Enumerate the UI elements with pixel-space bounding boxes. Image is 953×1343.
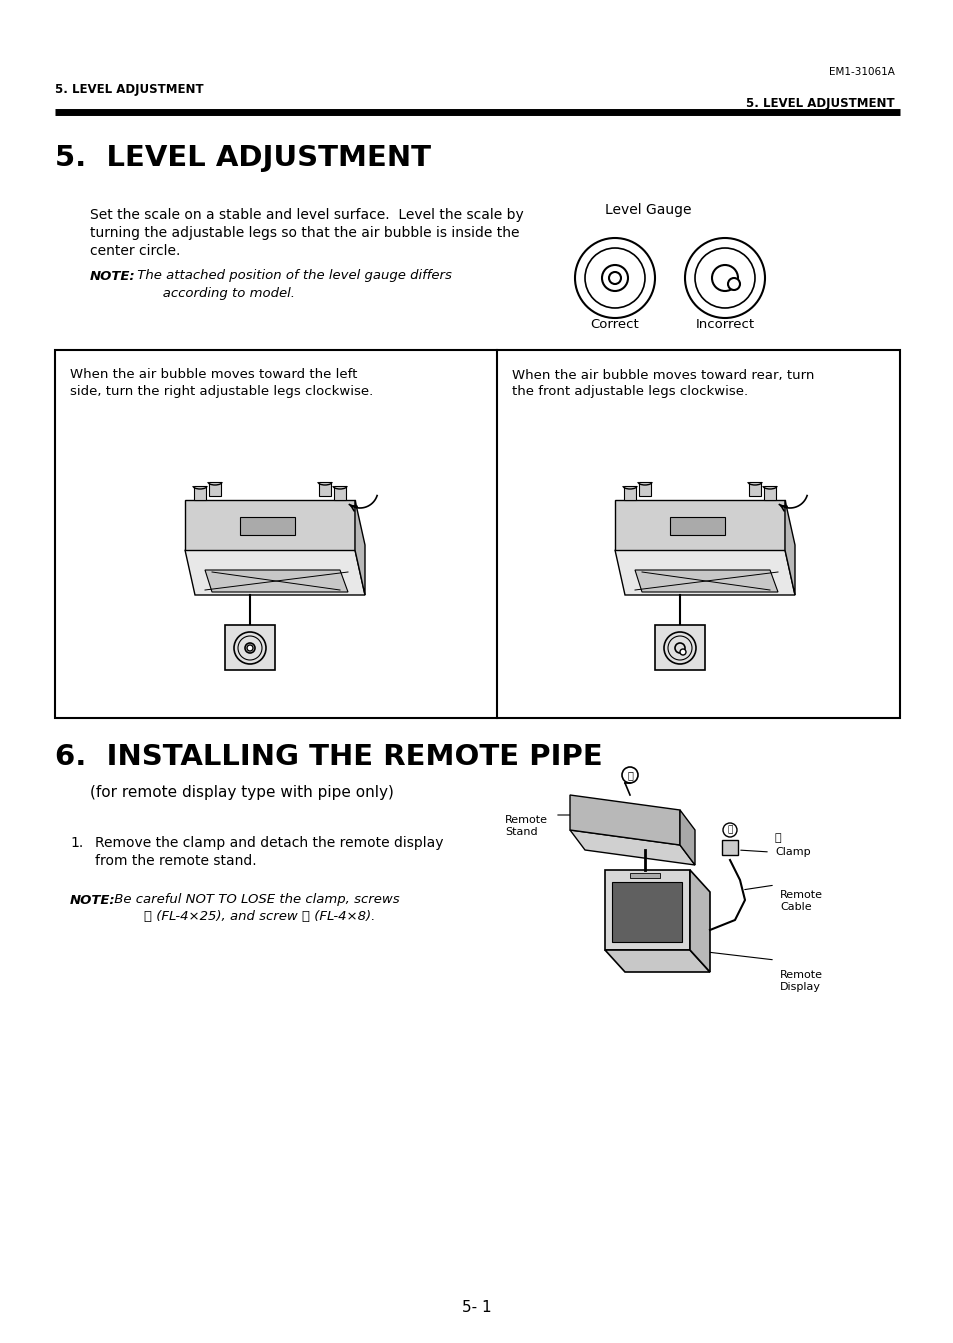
Text: according to model.: according to model. bbox=[132, 286, 294, 299]
Bar bbox=[763, 486, 775, 500]
Bar bbox=[225, 624, 274, 670]
Circle shape bbox=[247, 645, 253, 651]
Text: 5. LEVEL ADJUSTMENT: 5. LEVEL ADJUSTMENT bbox=[745, 98, 894, 110]
Text: side, turn the right adjustable legs clockwise.: side, turn the right adjustable legs clo… bbox=[70, 385, 373, 399]
Text: When the air bubble moves toward the left: When the air bubble moves toward the lef… bbox=[70, 368, 357, 381]
Polygon shape bbox=[615, 551, 794, 595]
Text: turning the adjustable legs so that the air bubble is inside the: turning the adjustable legs so that the … bbox=[90, 226, 519, 240]
Bar bbox=[240, 517, 294, 535]
Polygon shape bbox=[615, 500, 784, 551]
Text: Correct: Correct bbox=[590, 318, 639, 332]
Text: EM1-31061A: EM1-31061A bbox=[828, 67, 894, 77]
Bar bbox=[209, 482, 221, 496]
Bar bbox=[629, 873, 659, 878]
Text: NOTE:: NOTE: bbox=[70, 893, 115, 907]
Text: NOTE:: NOTE: bbox=[90, 270, 135, 282]
Text: 5. LEVEL ADJUSTMENT: 5. LEVEL ADJUSTMENT bbox=[55, 83, 203, 97]
Bar bbox=[748, 482, 760, 496]
Bar bbox=[193, 486, 206, 500]
Text: the front adjustable legs clockwise.: the front adjustable legs clockwise. bbox=[512, 385, 747, 399]
Bar bbox=[55, 351, 899, 719]
Bar bbox=[655, 624, 704, 670]
Text: 5.  LEVEL ADJUSTMENT: 5. LEVEL ADJUSTMENT bbox=[55, 144, 431, 172]
Polygon shape bbox=[355, 500, 365, 595]
Polygon shape bbox=[205, 569, 348, 592]
Polygon shape bbox=[604, 870, 689, 950]
Bar bbox=[639, 482, 650, 496]
Text: 1.: 1. bbox=[70, 835, 83, 850]
Text: When the air bubble moves toward rear, turn: When the air bubble moves toward rear, t… bbox=[512, 368, 814, 381]
Polygon shape bbox=[679, 810, 695, 865]
Text: The attached position of the level gauge differs: The attached position of the level gauge… bbox=[132, 270, 452, 282]
Text: Ⓑ: Ⓑ bbox=[774, 833, 781, 843]
Text: center circle.: center circle. bbox=[90, 244, 180, 258]
Bar bbox=[669, 517, 724, 535]
Text: Ⓑ: Ⓑ bbox=[726, 826, 732, 834]
Polygon shape bbox=[569, 830, 695, 865]
Text: Clamp: Clamp bbox=[774, 847, 810, 857]
Text: Remove the clamp and detach the remote display: Remove the clamp and detach the remote d… bbox=[95, 835, 443, 850]
Text: Remote
Display: Remote Display bbox=[780, 970, 822, 992]
Circle shape bbox=[608, 273, 620, 283]
Bar bbox=[318, 482, 331, 496]
Text: Set the scale on a stable and level surface.  Level the scale by: Set the scale on a stable and level surf… bbox=[90, 208, 523, 222]
Circle shape bbox=[727, 278, 740, 290]
Polygon shape bbox=[604, 950, 709, 972]
Polygon shape bbox=[721, 839, 738, 855]
Bar bbox=[623, 486, 636, 500]
Text: Be careful NOT TO LOSE the clamp, screws: Be careful NOT TO LOSE the clamp, screws bbox=[110, 893, 399, 907]
Text: (for remote display type with pipe only): (for remote display type with pipe only) bbox=[90, 786, 394, 800]
Text: Remote
Stand: Remote Stand bbox=[504, 815, 547, 838]
Circle shape bbox=[679, 649, 685, 655]
Text: Ⓐ (FL-4×25), and screw Ⓑ (FL-4×8).: Ⓐ (FL-4×25), and screw Ⓑ (FL-4×8). bbox=[110, 911, 375, 924]
Text: 6.  INSTALLING THE REMOTE PIPE: 6. INSTALLING THE REMOTE PIPE bbox=[55, 743, 602, 771]
Text: Incorrect: Incorrect bbox=[695, 318, 754, 332]
Polygon shape bbox=[635, 569, 778, 592]
Text: Remote
Cable: Remote Cable bbox=[780, 890, 822, 912]
Text: Level Gauge: Level Gauge bbox=[604, 203, 691, 218]
Polygon shape bbox=[784, 500, 794, 595]
Text: from the remote stand.: from the remote stand. bbox=[95, 854, 256, 868]
Polygon shape bbox=[185, 500, 355, 551]
Text: 5- 1: 5- 1 bbox=[461, 1300, 492, 1316]
Text: Ⓐ: Ⓐ bbox=[626, 770, 632, 780]
Bar bbox=[334, 486, 346, 500]
Polygon shape bbox=[569, 795, 679, 845]
Polygon shape bbox=[612, 882, 681, 941]
Polygon shape bbox=[185, 551, 365, 595]
Polygon shape bbox=[689, 870, 709, 972]
